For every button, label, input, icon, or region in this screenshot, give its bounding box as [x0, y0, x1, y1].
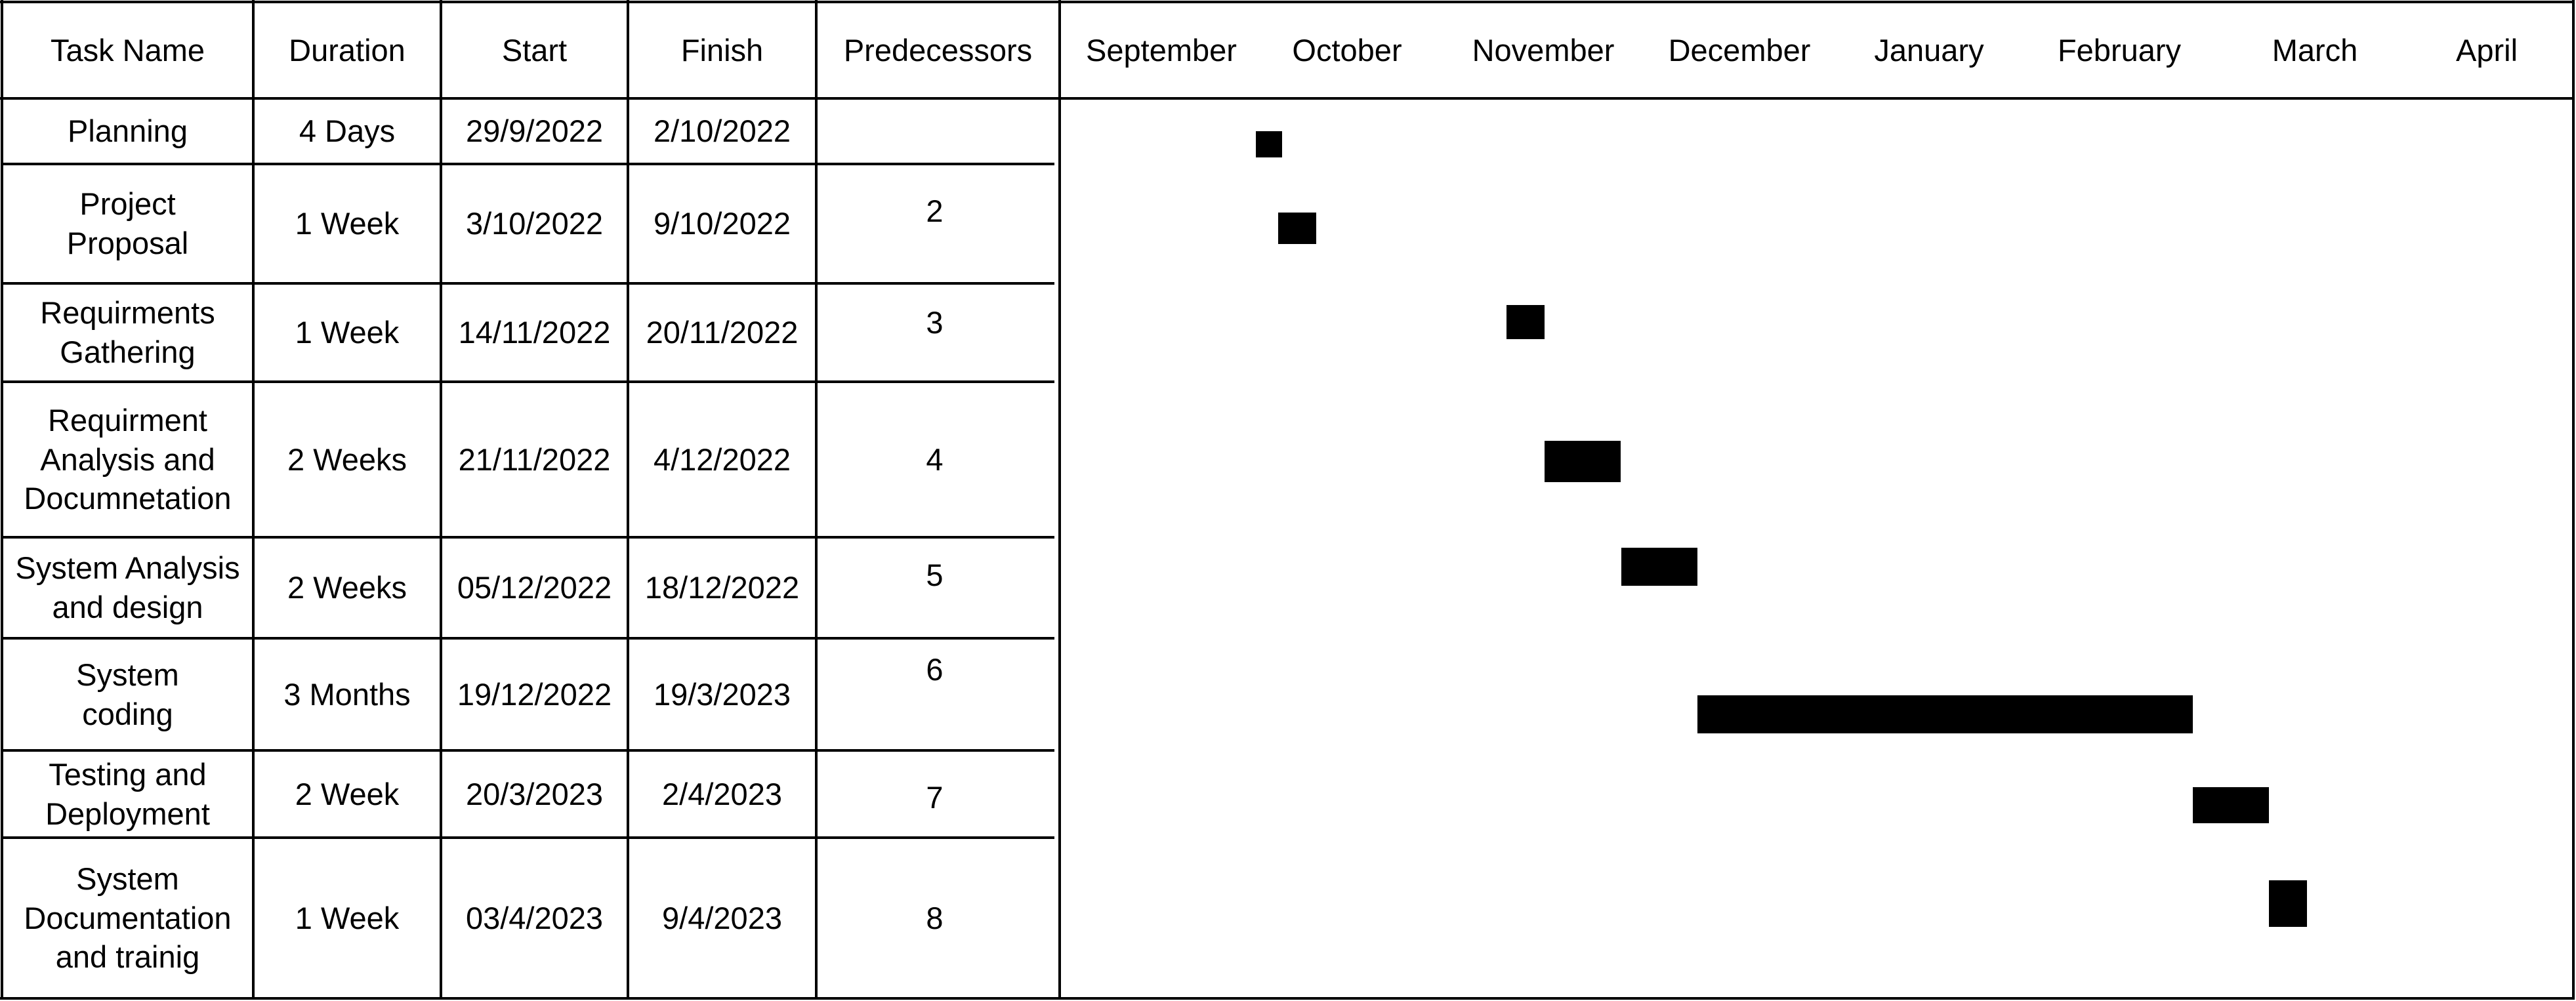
task-start-cell: 19/12/2022 [457, 676, 612, 712]
task-name-cell: System Documentation and trainig [24, 861, 232, 975]
task-duration-cell: 4 Days [299, 113, 396, 149]
month-label: April [2455, 32, 2518, 68]
month-label: December [1668, 32, 1811, 68]
task-predecessors-cell [816, 98, 1053, 164]
task-finish-cell: 9/10/2022 [653, 206, 791, 241]
month-label: September [1086, 32, 1237, 68]
gantt-bar [1278, 213, 1316, 244]
task-duration-cell: 3 Months [283, 676, 411, 712]
task-finish-cell: 19/3/2023 [653, 676, 791, 712]
task-finish-cell: 2/10/2022 [653, 113, 791, 149]
task-name-cell: Testing and Deployment [45, 756, 210, 831]
task-start-cell: 29/9/2022 [465, 113, 604, 149]
task-duration-cell: 1 Week [295, 206, 400, 241]
gantt-bar [1256, 131, 1283, 157]
task-finish-cell: 9/4/2023 [662, 900, 782, 935]
task-start-cell: 3/10/2022 [465, 206, 604, 241]
column-header: Finish [680, 32, 764, 68]
task-name-cell: Requirments Gathering [40, 295, 215, 369]
task-name-cell: Project Proposal [66, 186, 189, 260]
task-name-cell: System Analysis and design [15, 550, 240, 624]
task-duration-cell: 2 Weeks [287, 570, 407, 605]
task-duration-cell: 1 Week [295, 315, 400, 350]
task-finish-cell: 20/11/2022 [646, 315, 799, 350]
task-predecessors-cell: 8 [926, 900, 944, 935]
gantt-bar [2269, 880, 2308, 927]
task-duration-cell: 1 Week [295, 900, 400, 935]
gantt-bar [1621, 548, 1697, 586]
month-label: February [2057, 32, 2182, 68]
task-name-cell: Requirment Analysis and Documnetation [24, 402, 232, 516]
task-predecessors-cell: 3 [926, 305, 944, 340]
task-start-cell: 21/11/2022 [458, 441, 611, 477]
gantt-bar [1545, 441, 1621, 482]
column-header: Predecessors [843, 32, 1033, 68]
column-header: Task Name [50, 32, 205, 68]
month-label: March [2272, 32, 2358, 68]
task-predecessors-cell: 6 [926, 652, 944, 687]
gantt-bar [2193, 787, 2270, 823]
task-start-cell: 20/3/2023 [465, 776, 604, 811]
month-label: October [1292, 32, 1402, 68]
task-duration-cell: 2 Weeks [287, 441, 407, 477]
task-predecessors-cell: 4 [926, 441, 944, 477]
month-label: November [1472, 32, 1615, 68]
task-name-cell: System coding [76, 657, 179, 731]
gantt-bar [1506, 305, 1545, 339]
column-header: Duration [289, 32, 405, 68]
month-label: January [1874, 32, 1984, 68]
task-predecessors-cell: 2 [926, 194, 944, 228]
task-finish-cell: 18/12/2022 [644, 570, 800, 605]
task-name-cell: Planning [68, 113, 188, 149]
column-header: Start [501, 32, 568, 68]
task-predecessors-cell: 5 [926, 558, 944, 592]
task-finish-cell: 2/4/2023 [662, 776, 782, 811]
gantt-bar [1697, 695, 2193, 733]
task-predecessors-cell: 7 [926, 780, 944, 815]
task-start-cell: 05/12/2022 [457, 570, 612, 605]
task-start-cell: 03/4/2023 [465, 900, 604, 935]
task-start-cell: 14/11/2022 [458, 315, 611, 350]
task-duration-cell: 2 Week [295, 776, 400, 811]
task-finish-cell: 4/12/2022 [653, 441, 791, 477]
